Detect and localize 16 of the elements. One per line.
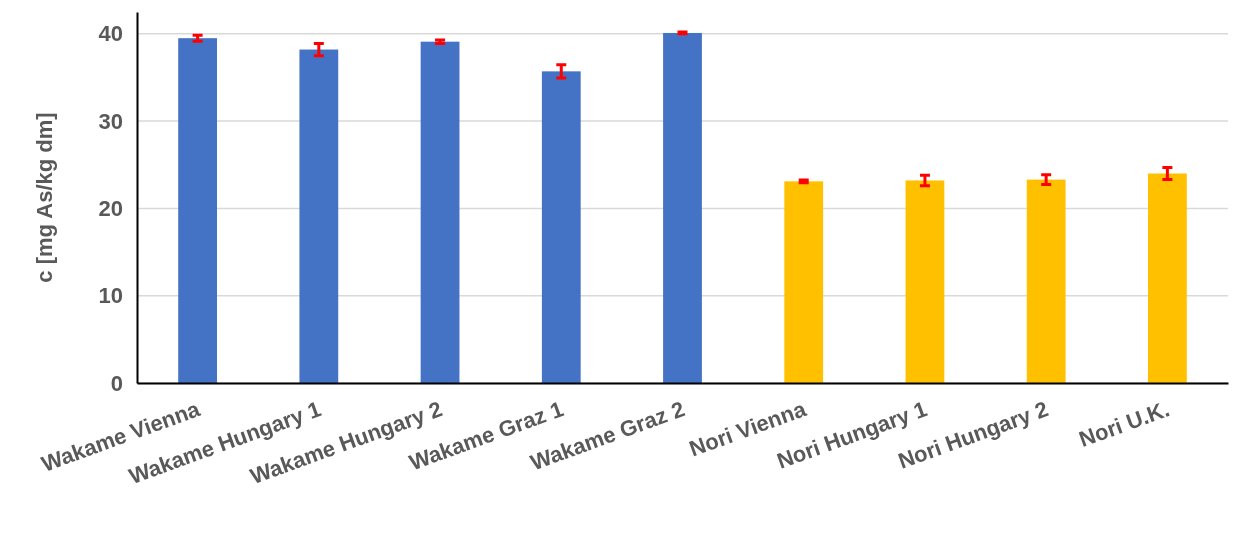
bar xyxy=(299,49,339,383)
bar xyxy=(1147,173,1187,383)
y-tick-label: 10 xyxy=(98,283,123,309)
x-tick-label: Nori U.K. xyxy=(1075,396,1173,452)
y-tick-label: 30 xyxy=(98,108,123,134)
y-axis-title: c [mg As/kg dm] xyxy=(32,112,57,283)
bar xyxy=(1026,179,1066,383)
bar xyxy=(420,41,460,383)
y-tick-label: 20 xyxy=(98,195,123,221)
bar xyxy=(784,181,824,383)
bar xyxy=(905,180,945,383)
y-tick-label: 40 xyxy=(98,21,123,47)
bar xyxy=(178,38,218,383)
y-tick-label: 0 xyxy=(110,370,123,396)
bar xyxy=(663,32,702,383)
bar xyxy=(541,71,581,383)
